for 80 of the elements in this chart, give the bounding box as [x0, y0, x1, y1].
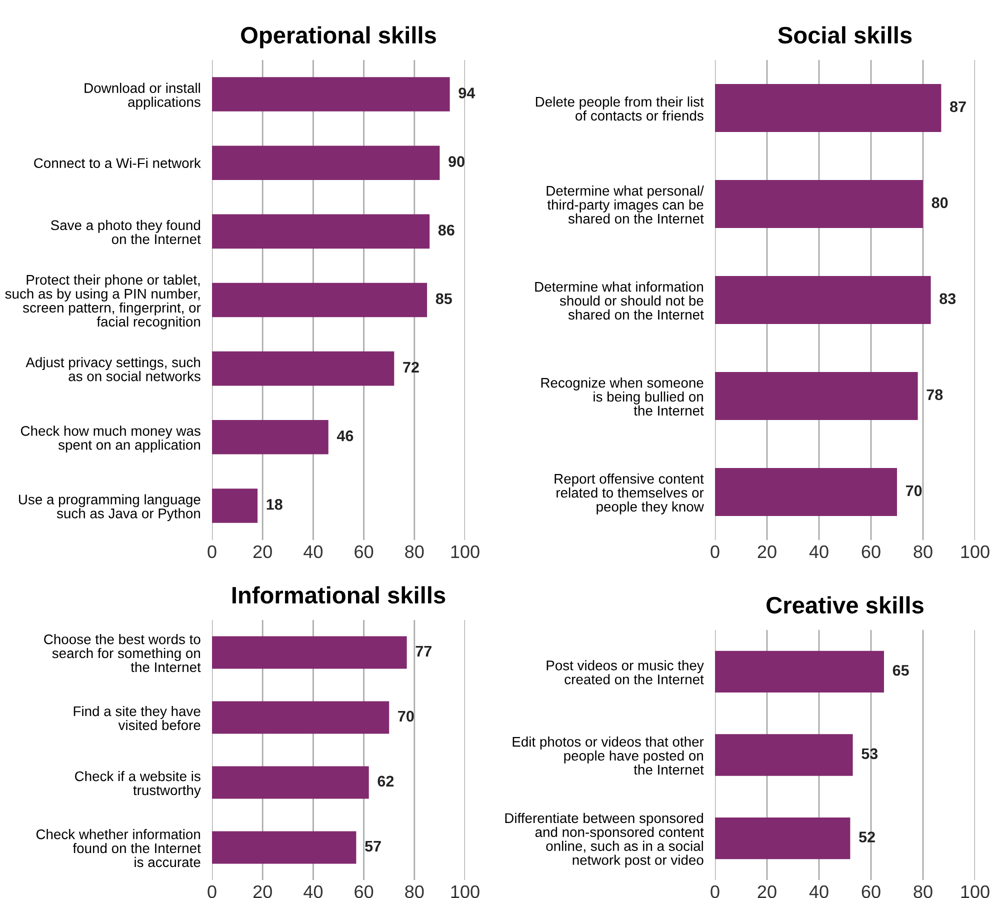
y-tick-label: Report offensive content related to themselves or people they know	[554, 474, 704, 514]
data-label: 90	[448, 156, 464, 167]
data-label: 65	[892, 664, 909, 676]
x-tick-label: 80	[914, 545, 932, 558]
data-label: 52	[859, 832, 875, 842]
data-label: 57	[365, 840, 381, 852]
y-tick-label: Download or install applications	[84, 82, 200, 110]
y-tick-label: Adjust privacy settings, such as on social networks	[26, 357, 200, 382]
x-tick-label: 100	[451, 545, 480, 558]
x-tick-label: 40	[304, 545, 323, 558]
bar	[715, 818, 850, 860]
bar	[212, 831, 356, 864]
y-tick-label: Determine what personal/ third-party images can be shared on the Internet	[546, 186, 704, 224]
x-tick-label: 0	[710, 885, 720, 898]
y-tick-label: Protect their phone or tablet, such as by using a PIN number, screen pattern, fingerprint, or facial recognition	[5, 274, 201, 330]
data-label: 18	[266, 498, 282, 510]
y-tick-label: Check if a website is trustworthy	[75, 770, 201, 798]
x-tick-label: 60	[354, 885, 374, 898]
x-tick-label: 60	[862, 885, 880, 898]
data-label: 85	[436, 293, 452, 304]
data-label: 77	[416, 646, 432, 656]
bar	[715, 650, 884, 692]
x-tick-label: 20	[758, 885, 776, 898]
data-label: 70	[906, 485, 922, 496]
bar	[212, 766, 369, 799]
x-tick-label: 80	[405, 545, 424, 558]
data-label: 80	[932, 197, 948, 208]
y-tick-label: Check whether information found on the Internet is accurate	[36, 829, 201, 868]
y-tick-label: Use a programming language such as Java or Python	[19, 494, 200, 522]
data-label: 72	[403, 362, 419, 373]
x-tick-label: 0	[208, 885, 216, 898]
bar	[212, 701, 390, 734]
data-label: 86	[438, 224, 454, 236]
bar	[212, 282, 428, 318]
data-label: 87	[950, 101, 966, 112]
bar	[212, 488, 258, 523]
bar	[212, 636, 407, 669]
y-tick-label: Post videos or music they created on the Internet	[546, 660, 704, 684]
x-tick-label: 60	[354, 545, 374, 558]
x-tick-label: 40	[304, 885, 323, 898]
y-tick-label: Save a photo they found on the Internet	[50, 220, 201, 244]
data-label: 70	[398, 710, 414, 722]
y-tick-label: Edit photos or videos that other people have posted on the Internet	[512, 736, 704, 775]
data-label: 83	[940, 293, 956, 304]
y-tick-label: Connect to a Wi-Fi network	[34, 158, 201, 168]
x-tick-label: 80	[405, 885, 424, 898]
y-tick-label: Choose the best words to search for something on the Internet	[44, 634, 201, 672]
y-tick-label: Delete people from their list of contacts or friends	[536, 96, 704, 121]
x-tick-label: 40	[809, 545, 828, 558]
data-label: 62	[378, 776, 394, 787]
data-label: 94	[458, 88, 476, 98]
y-tick-label: Differentiate between sponsored and non-sponsored content online, such as in a social network post or video	[505, 812, 704, 868]
x-tick-label: 0	[710, 545, 720, 558]
bar	[715, 734, 853, 776]
bar	[212, 146, 440, 180]
chart-title: Operational skills	[241, 26, 436, 48]
y-tick-label: Check how much money was spent on an application	[20, 426, 200, 453]
x-tick-label: 20	[253, 885, 272, 898]
x-tick-label: 100	[451, 885, 480, 898]
chart-title: Creative skills	[766, 596, 924, 614]
chart-title: Informational skills	[232, 586, 446, 604]
y-tick-label: Find a site they have visited before	[74, 706, 200, 730]
y-tick-label: Determine what information should or should not be shared on the Internet	[535, 282, 704, 320]
x-tick-label: 20	[758, 545, 776, 558]
data-label: 46	[336, 430, 354, 442]
x-tick-label: 0	[208, 545, 216, 558]
bar	[212, 77, 450, 112]
x-tick-label: 20	[253, 545, 272, 558]
data-label: 53	[862, 748, 878, 760]
y-tick-label: Recognize when someone is being bullied on the Internet	[541, 378, 704, 416]
bar	[212, 214, 430, 249]
x-tick-label: 100	[961, 885, 990, 898]
x-tick-label: 40	[809, 885, 828, 898]
x-tick-label: 80	[914, 885, 932, 898]
data-label: 78	[926, 389, 943, 400]
bar	[212, 351, 394, 386]
x-tick-label: 100	[961, 545, 990, 558]
bar	[212, 420, 328, 454]
x-tick-label: 60	[862, 545, 880, 558]
chart-title: Social skills	[778, 26, 912, 44]
